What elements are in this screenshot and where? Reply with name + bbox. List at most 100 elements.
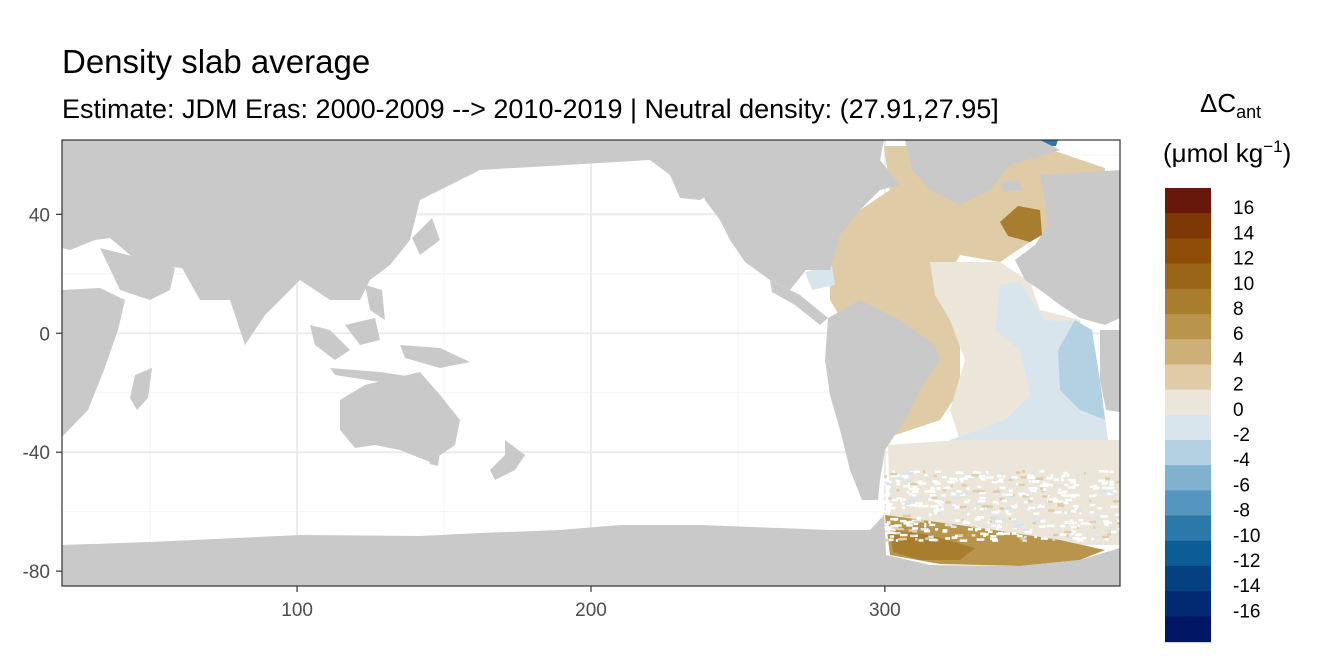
speckle-cell — [923, 470, 926, 473]
region-north-atlantic-east-high — [1000, 206, 1042, 242]
speckle-cell — [1050, 474, 1054, 477]
speckle-cell — [1100, 479, 1105, 482]
speckle-cell — [943, 486, 950, 490]
speckle-cell — [888, 506, 896, 510]
speckle-cell — [1107, 491, 1116, 494]
speckle-cell — [1113, 490, 1116, 493]
speckle-cell — [1011, 506, 1017, 509]
speckle-cell — [1046, 476, 1053, 480]
speckle-cell — [979, 474, 986, 478]
speckle-cell — [930, 494, 937, 497]
x-tick-label: 200 — [575, 600, 607, 621]
speckle-cell — [997, 524, 1001, 527]
land-eurasia — [62, 140, 720, 345]
x-axis: 100 200 300 — [281, 586, 901, 621]
land-indonesia-2 — [345, 318, 380, 345]
speckle-cell — [959, 539, 968, 542]
speckle-cell — [920, 528, 927, 531]
speckle-cell — [892, 494, 897, 498]
speckle-cell — [900, 499, 903, 502]
speckle-cell — [998, 472, 1005, 475]
speckle-cell — [925, 537, 929, 540]
speckle-cell — [1118, 528, 1120, 531]
speckle-cell — [942, 529, 948, 532]
speckle-cell — [961, 477, 968, 480]
speckle-cell — [986, 471, 989, 474]
speckle-cell — [1079, 512, 1082, 515]
speckle-cell — [930, 487, 935, 490]
land-south-america — [825, 300, 940, 500]
speckle-cell — [990, 535, 997, 538]
speckle-cell — [991, 511, 1000, 514]
speckle-cell — [1089, 503, 1096, 507]
chart-subtitle: Estimate: JDM Eras: 2000-2009 --> 2010-2… — [62, 94, 999, 124]
speckle-cell — [909, 492, 912, 496]
legend-swatch — [1165, 263, 1211, 290]
speckle-cell — [1071, 521, 1074, 524]
speckle-cell — [1105, 477, 1111, 480]
speckle-cell — [935, 528, 939, 531]
speckle-cell — [989, 520, 993, 523]
y-tick-label: -80 — [23, 562, 50, 583]
speckle-cell — [1067, 487, 1071, 491]
speckle-cell — [1022, 497, 1031, 500]
speckle-cell — [884, 528, 891, 531]
speckle-cell — [1109, 492, 1114, 496]
land-newzealand — [490, 440, 525, 480]
speckle-cell — [906, 472, 914, 475]
legend-unit-end: ) — [1283, 138, 1292, 168]
speckle-cell — [1100, 515, 1109, 518]
speckle-cell — [1002, 475, 1006, 478]
speckle-cell — [1060, 479, 1064, 482]
speckle-cell — [993, 478, 996, 482]
legend-label: 14 — [1233, 223, 1255, 244]
speckle-cell — [983, 533, 989, 536]
legend-label: 0 — [1233, 400, 1244, 421]
speckle-cell — [888, 508, 891, 512]
speckle-cell — [1041, 488, 1047, 491]
speckle-cell — [1065, 494, 1070, 498]
speckle-cell — [1116, 515, 1120, 519]
speckle-cell — [1086, 522, 1093, 525]
speckle-cell — [990, 537, 998, 541]
speckle-cell — [915, 538, 918, 541]
speckle-cell — [977, 485, 982, 489]
speckle-cell — [961, 518, 964, 522]
speckle-cell — [913, 488, 920, 491]
speckle-cell — [1089, 485, 1094, 489]
speckle-cell — [1065, 523, 1070, 527]
speckle-cell — [910, 534, 917, 538]
speckle-cell — [933, 509, 940, 512]
speckle-cell — [1069, 519, 1074, 522]
speckle-cell — [955, 505, 960, 509]
land-arabia — [100, 248, 175, 300]
speckle-cell — [894, 531, 901, 535]
speckle-cell — [899, 471, 905, 474]
legend-label: 12 — [1233, 249, 1254, 270]
speckle-cell — [963, 520, 966, 523]
plot-panel — [61, 139, 1121, 587]
speckle-cell — [1048, 500, 1053, 503]
speckle-cell — [1091, 522, 1095, 525]
legend-swatch — [1165, 566, 1211, 592]
map-layer — [62, 140, 1120, 586]
speckle-cell — [952, 497, 960, 500]
speckle-cell — [1053, 478, 1060, 481]
speckle-cell — [979, 496, 987, 500]
speckle-cell — [931, 496, 938, 500]
land-africa-east — [62, 288, 125, 437]
speckle-cell — [912, 490, 919, 494]
speckle-cell — [987, 521, 992, 524]
speckle-cell — [917, 519, 924, 522]
speckle-cell — [980, 478, 987, 481]
speckle-cell — [998, 531, 1004, 535]
speckle-cell — [915, 522, 919, 525]
speckle-cell — [1075, 509, 1080, 512]
speckle-cell — [1030, 487, 1038, 490]
speckle-cell — [884, 493, 888, 497]
speckle-cell — [1112, 494, 1117, 497]
speckle-cell — [1017, 523, 1025, 527]
speckle-cell — [1089, 499, 1092, 503]
speckle-cell — [1116, 481, 1120, 484]
